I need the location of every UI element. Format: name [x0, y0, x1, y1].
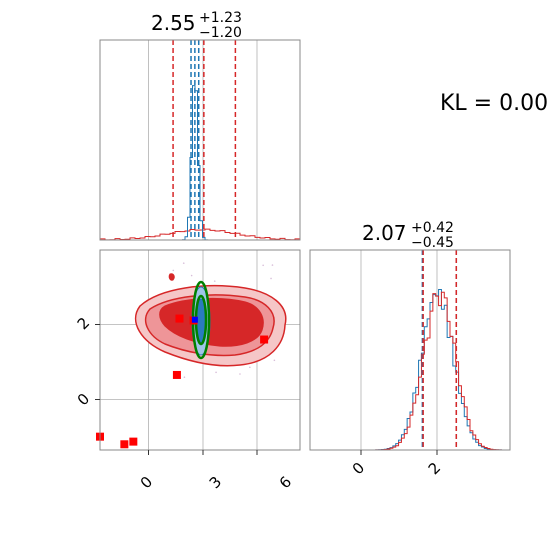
x-tick-marks: [148, 450, 258, 455]
panel-frame: [99, 249, 301, 451]
red-marker: [260, 335, 269, 344]
x-tick-marks: [360, 450, 438, 455]
sample-point: [262, 264, 264, 267]
sample-point: [172, 269, 175, 272]
sample-point: [271, 264, 274, 266]
sample-point: [249, 366, 251, 369]
x-tick-label: 6: [276, 473, 295, 492]
red-contour-inner: [159, 297, 264, 347]
marginal-panel-param-2: 0 2 2.07 +0.42 −0.45: [309, 217, 511, 478]
sample-point: [183, 376, 186, 379]
red-marker: [120, 440, 129, 449]
red-marker: [129, 437, 138, 446]
marginal-panel-param-1: 2.55 +1.23 −1.20: [99, 7, 301, 241]
quantile-lines-group: [172, 40, 237, 240]
marginal-title-param-2: 2.07 +0.42 −0.45: [362, 217, 459, 251]
sample-point: [239, 373, 241, 375]
sample-point: [273, 359, 276, 362]
blue-marker: [191, 316, 198, 323]
grid-lines: [360, 250, 438, 450]
x-tick-label: 0: [137, 473, 156, 492]
sample-point: [182, 262, 185, 264]
panel-frame: [309, 249, 511, 451]
kl-annotation: KL = 0.00: [440, 91, 548, 116]
panel-frame: [99, 39, 301, 241]
red-marker: [175, 314, 184, 323]
blue-markers-group: [191, 316, 198, 323]
x-tick-label: 2: [425, 459, 444, 478]
quantile-lines-group: [421, 250, 458, 450]
sample-point: [270, 277, 272, 280]
x-tick-label: 0: [349, 459, 368, 478]
x-tick-label: 3: [206, 473, 225, 492]
red-histogram: [99, 228, 301, 241]
sample-point: [213, 280, 216, 282]
y-tick-marks: [95, 324, 100, 400]
y-tick-label: 0: [74, 390, 93, 409]
marginal-title-param-1: 2.55 +1.23 −1.20: [151, 7, 247, 41]
red-contour-stray: [168, 273, 175, 281]
joint-panel: 0 3 6 2 0: [74, 249, 301, 492]
red-marker: [172, 370, 181, 379]
grid-lines: [148, 40, 258, 240]
y-tick-label: 2: [74, 314, 93, 333]
sample-point: [190, 274, 193, 277]
sample-point: [215, 371, 217, 374]
